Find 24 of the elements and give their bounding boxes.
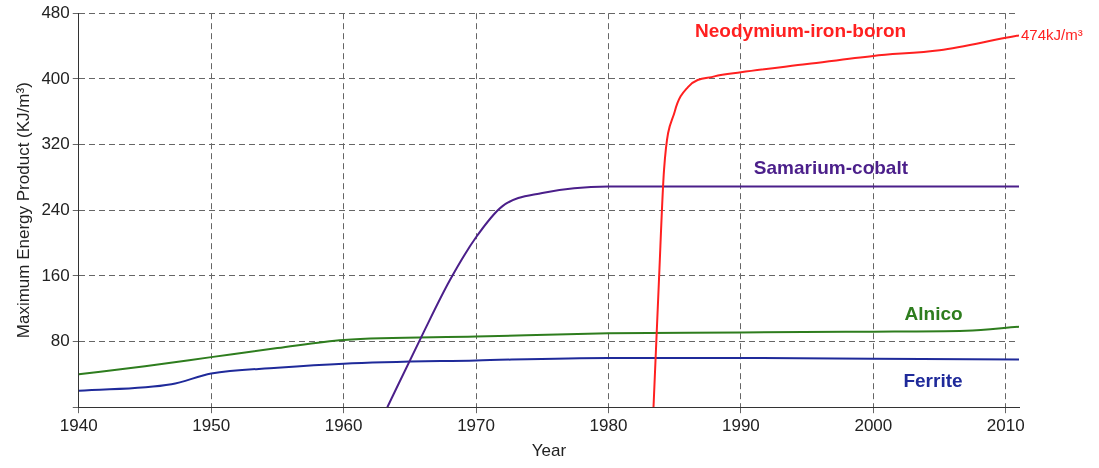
series-label: Alnico [904, 303, 963, 325]
x-tick-label: 1980 [589, 416, 628, 436]
y-tick-label: 240 [41, 199, 70, 219]
x-tick-label: 1940 [59, 416, 98, 436]
x-tick-label: 1950 [192, 416, 231, 436]
x-tick-label: 1960 [324, 416, 363, 436]
y-axis-title: Maximum Energy Product (KJ/m³) [13, 82, 33, 339]
x-axis-title: Year [531, 441, 567, 461]
line-series [78, 325, 1019, 376]
x-tick-label: 2010 [986, 416, 1025, 436]
y-tick-label: 480 [41, 2, 70, 22]
y-tick-label: 320 [41, 134, 70, 154]
series-label: Ferrite [903, 369, 963, 391]
y-tick-label: 80 [50, 331, 70, 351]
series-label: Samarium-cobalt [753, 156, 909, 178]
y-tick-label: 400 [41, 68, 70, 88]
x-tick-label: 2000 [854, 416, 893, 436]
line-series [78, 356, 1019, 392]
line-series [386, 185, 1019, 408]
series-label: Neodymium-iron-boron [695, 20, 907, 42]
x-tick-label: 1990 [721, 416, 760, 436]
x-tick-label: 1970 [457, 416, 495, 436]
annotation: 474kJ/m³ [1021, 25, 1083, 43]
y-tick-label: 160 [41, 265, 70, 285]
